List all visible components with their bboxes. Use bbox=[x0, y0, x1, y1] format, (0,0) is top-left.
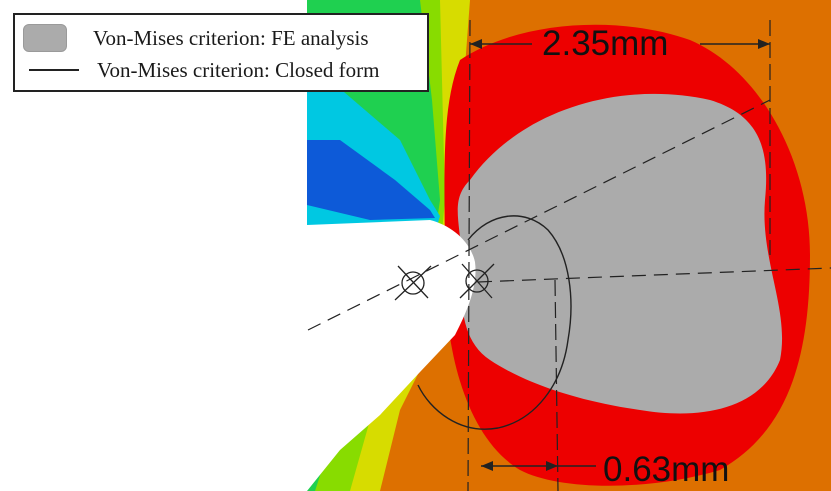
legend-label-fe: Von-Mises criterion: FE analysis bbox=[93, 25, 369, 50]
bottom-dimension-arrowhead-left bbox=[481, 461, 493, 471]
closed-form-boundary bbox=[417, 215, 572, 430]
bottom-dimension-arrowhead-right bbox=[546, 461, 558, 471]
crack-axis-dashed bbox=[307, 99, 771, 331]
fe-plastic-zone bbox=[457, 93, 783, 414]
fe-gray-swatch bbox=[23, 24, 67, 52]
legend-item-closed-form: Von-Mises criterion: Closed form bbox=[23, 55, 380, 85]
legend: Von-Mises criterion: FE analysis Von-Mis… bbox=[13, 13, 429, 92]
top-dimension-arrowhead-right bbox=[758, 39, 770, 49]
top-dimension-label: 2.35mm bbox=[542, 24, 669, 63]
left-white-field bbox=[0, 0, 307, 491]
vertical-ref-line-left bbox=[467, 19, 471, 491]
vertical-ref-line-bottom bbox=[554, 279, 559, 491]
closed-form-line-swatch bbox=[29, 69, 79, 71]
legend-label-closed-form: Von-Mises criterion: Closed form bbox=[97, 57, 380, 82]
contour-band-blue bbox=[307, 140, 435, 220]
legend-item-fe: Von-Mises criterion: FE analysis bbox=[23, 23, 369, 53]
notch-region bbox=[307, 220, 476, 491]
horizontal-axis-dashed bbox=[477, 267, 831, 283]
crack-tip-marker-2 bbox=[459, 263, 495, 299]
bottom-dimension-label: 0.63mm bbox=[603, 450, 730, 489]
crack-tip-marker-1 bbox=[394, 265, 432, 301]
top-dimension-arrowhead-left bbox=[470, 39, 482, 49]
